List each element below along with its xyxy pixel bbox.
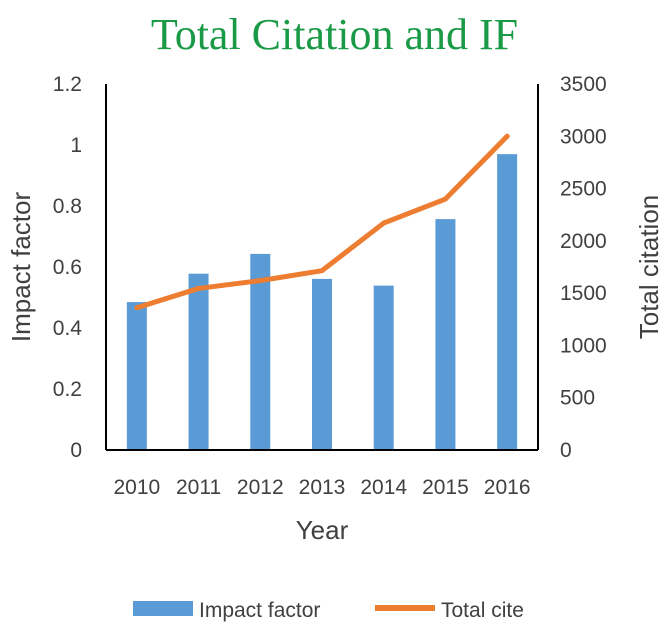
x-tick-label: 2016 xyxy=(484,476,531,499)
right-tick-label: 2500 xyxy=(560,178,607,201)
point-total-cite-2011 xyxy=(196,285,202,291)
point-total-cite-2013 xyxy=(319,268,325,274)
x-tick-label: 2014 xyxy=(360,476,407,499)
left-tick-labels: 0 0.2 0.4 0.6 0.8 1 1.2 xyxy=(53,73,83,462)
y-axis-label-left: Impact factor xyxy=(6,192,36,343)
left-tick-label: 0.8 xyxy=(53,195,82,218)
point-total-cite-2012 xyxy=(257,278,263,284)
bar-impact-factor-2011 xyxy=(188,273,209,450)
bar-impact-factor-2015 xyxy=(435,219,456,450)
point-total-cite-2016 xyxy=(504,133,510,139)
x-tick-label: 2010 xyxy=(113,476,160,499)
chart-title: Total Citation and IF xyxy=(150,10,519,59)
left-tick-label: 1 xyxy=(70,134,82,157)
legend-label-impact-factor: Impact factor xyxy=(199,599,320,622)
x-axis-label: Year xyxy=(296,515,349,545)
bar-impact-factor-2016 xyxy=(497,154,518,450)
left-tick-label: 1.2 xyxy=(53,73,82,96)
right-tick-label: 500 xyxy=(560,387,595,410)
right-tick-label: 0 xyxy=(560,439,572,462)
bar-group xyxy=(126,154,518,450)
right-tick-label: 2000 xyxy=(560,230,607,253)
point-total-cite-2010 xyxy=(134,305,140,311)
bar-impact-factor-2013 xyxy=(312,278,332,450)
point-total-cite-2015 xyxy=(442,196,448,202)
right-tick-label: 3000 xyxy=(560,125,607,148)
legend: Impact factor Total cite xyxy=(133,599,524,622)
y-axis-label-right: Total citation xyxy=(634,195,664,340)
left-tick-label: 0.2 xyxy=(53,378,82,401)
x-tick-labels: 2010 2011 2012 2013 2014 2015 2016 xyxy=(113,476,530,499)
right-tick-label: 3500 xyxy=(560,73,607,96)
left-tick-label: 0.4 xyxy=(53,317,83,340)
legend-label-total-cite: Total cite xyxy=(441,599,524,622)
left-tick-label: 0.6 xyxy=(53,256,82,279)
x-tick-label: 2013 xyxy=(299,476,346,499)
bar-impact-factor-2010 xyxy=(126,302,147,450)
right-tick-labels: 0 500 1000 1500 2000 2500 3000 3500 xyxy=(560,73,607,462)
line-group xyxy=(134,133,510,311)
x-tick-label: 2011 xyxy=(176,476,221,499)
x-tick-label: 2012 xyxy=(237,476,284,499)
point-total-cite-2014 xyxy=(381,220,387,226)
right-tick-label: 1500 xyxy=(560,282,607,305)
right-tick-label: 1000 xyxy=(560,334,607,357)
bar-impact-factor-2014 xyxy=(373,285,394,450)
left-tick-label: 0 xyxy=(70,439,82,462)
legend-swatch-impact-factor xyxy=(133,601,193,616)
x-tick-label: 2015 xyxy=(422,476,469,499)
bar-impact-factor-2012 xyxy=(250,253,271,450)
